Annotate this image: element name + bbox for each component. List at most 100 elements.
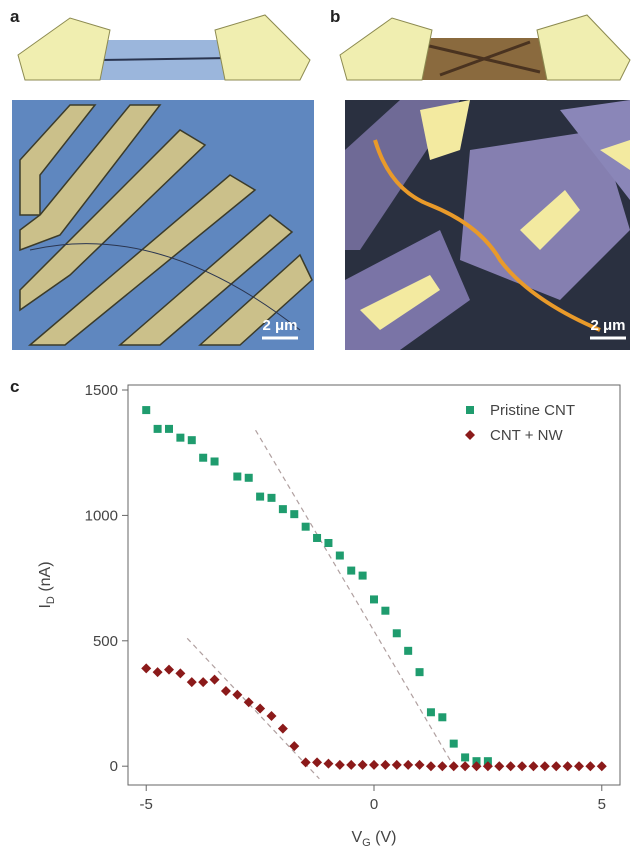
- device-illustration-a: [17, 14, 311, 81]
- scale-bar-label: 2 μm: [262, 317, 297, 334]
- data-point: [153, 424, 162, 433]
- legend-marker: [465, 430, 475, 440]
- data-point: [437, 761, 448, 772]
- data-point: [210, 457, 219, 466]
- data-point: [277, 723, 288, 734]
- data-point: [209, 674, 220, 685]
- panel-label: b: [330, 7, 340, 26]
- data-point: [176, 433, 185, 442]
- data-point: [483, 757, 492, 766]
- data-point: [346, 759, 357, 770]
- fit-line: [255, 429, 455, 767]
- data-point: [232, 689, 243, 700]
- data-point: [164, 664, 174, 675]
- data-point: [244, 473, 253, 482]
- data-point: [472, 757, 481, 766]
- data-point: [449, 739, 458, 748]
- legend-label: CNT + NW: [490, 427, 563, 444]
- data-point: [562, 761, 573, 772]
- data-point: [186, 677, 197, 688]
- data-point: [142, 406, 151, 415]
- y-axis-label-main: I: [37, 604, 54, 608]
- data-point: [335, 551, 344, 560]
- legend-label: Pristine CNT: [490, 402, 575, 419]
- data-point: [404, 646, 413, 655]
- data-point: [233, 472, 242, 481]
- x-axis-label-unit: (V): [371, 829, 397, 846]
- data-point: [369, 759, 379, 770]
- x-tick-label: 0: [370, 796, 378, 813]
- data-point: [266, 711, 277, 722]
- data-point: [505, 761, 516, 772]
- data-point: [175, 668, 186, 679]
- scale-bar-label: 2 μm: [590, 317, 625, 334]
- data-point: [300, 757, 311, 768]
- x-axis-label: VG (V): [351, 829, 396, 849]
- data-point: [539, 761, 550, 772]
- device-illustration-b: [339, 14, 631, 81]
- data-point: [528, 761, 539, 772]
- x-tick-label: -5: [140, 796, 153, 813]
- data-point: [380, 759, 391, 770]
- data-point: [141, 663, 152, 674]
- y-tick-label: 1500: [85, 382, 118, 399]
- data-point: [334, 759, 345, 770]
- data-point: [381, 606, 390, 615]
- data-point: [448, 761, 459, 772]
- data-point: [199, 453, 208, 462]
- data-point: [198, 677, 209, 688]
- data-point: [403, 759, 414, 770]
- y-tick-label: 0: [110, 758, 118, 775]
- data-point: [255, 703, 266, 714]
- data-point: [220, 685, 231, 696]
- data-point: [585, 761, 596, 772]
- data-point: [438, 713, 447, 722]
- data-point: [357, 759, 368, 770]
- data-point: [243, 697, 254, 708]
- data-point: [370, 595, 378, 604]
- x-axis-label-main: V: [351, 829, 362, 846]
- micrograph-b: [345, 100, 630, 350]
- data-point: [391, 759, 402, 770]
- data-point: [278, 505, 287, 514]
- legend-marker: [466, 406, 474, 414]
- data-point: [425, 761, 436, 772]
- data-point: [290, 510, 299, 519]
- data-point: [347, 566, 356, 575]
- data-point: [256, 492, 265, 501]
- y-tick-label: 500: [93, 633, 118, 650]
- y-tick-label: 1000: [85, 507, 118, 524]
- data-point: [358, 571, 367, 580]
- data-point: [289, 741, 300, 752]
- data-point: [551, 761, 562, 772]
- y-axis-label-unit: (nA): [37, 561, 54, 596]
- plot-frame: [127, 384, 621, 786]
- data-point: [324, 538, 333, 547]
- data-point: [414, 759, 425, 770]
- data-point: [426, 708, 435, 717]
- panel-label: a: [10, 7, 20, 26]
- data-point: [517, 761, 528, 772]
- data-point: [471, 761, 482, 772]
- data-point: [415, 668, 424, 677]
- data-point: [152, 667, 163, 678]
- data-point: [461, 753, 470, 762]
- data-point: [313, 533, 322, 542]
- x-tick-label: 5: [598, 796, 606, 813]
- data-point: [494, 761, 505, 772]
- data-point: [187, 436, 196, 445]
- data-point: [323, 758, 334, 769]
- data-point: [460, 761, 471, 772]
- x-axis-label-sub: G: [362, 837, 371, 849]
- y-axis-label: ID (nA): [37, 561, 57, 608]
- data-point: [574, 761, 584, 772]
- data-point: [392, 629, 401, 638]
- data-point: [301, 522, 310, 531]
- data-point: [165, 424, 173, 433]
- y-axis-label-sub: D: [45, 596, 57, 604]
- data-point: [596, 761, 607, 772]
- data-point: [267, 493, 276, 502]
- panel-label: c: [10, 377, 19, 396]
- micrograph-a: [12, 100, 314, 350]
- data-point: [312, 757, 323, 768]
